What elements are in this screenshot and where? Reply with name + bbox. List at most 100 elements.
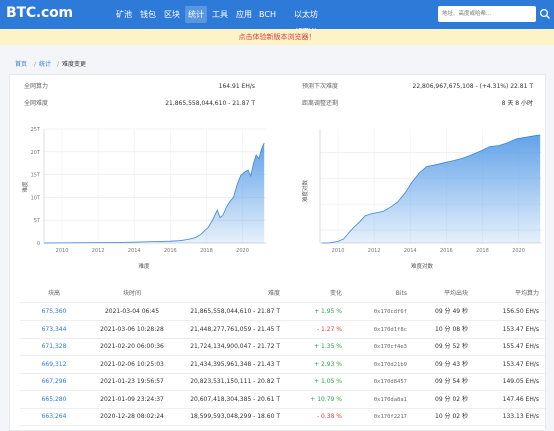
search-input[interactable] xyxy=(438,6,536,22)
y-tick-label: 5T xyxy=(34,218,41,224)
block-bits: 0x170cf4e3 xyxy=(373,344,407,350)
nav-blocks[interactable]: 区块 xyxy=(164,10,180,19)
difficulty-line xyxy=(43,142,265,244)
divider xyxy=(20,425,547,426)
block-bits: 0x170d21b9 xyxy=(373,361,407,368)
block-difficulty: 21,865,558,044,610 - 21.87 T xyxy=(190,308,280,315)
divider xyxy=(20,302,547,303)
x-axis-label: 难度对数 xyxy=(411,262,434,270)
x-tick-label: 2018 xyxy=(476,248,489,254)
avg-hashrate: 133.13 EH/s xyxy=(502,413,539,420)
x-tick-label: 2014 xyxy=(404,248,417,254)
divider xyxy=(20,320,547,321)
block-height-link[interactable]: 665,280 xyxy=(41,395,67,403)
nav-stats[interactable]: 统计 xyxy=(185,6,207,23)
next-difficulty-label: 预测下次难度 xyxy=(302,83,339,90)
avg-block-time: 09 分 54 秒 xyxy=(435,378,468,385)
block-bits: 0x170da8a1 xyxy=(373,396,407,403)
block-difficulty: 21,724,134,900,047 - 21.72 T xyxy=(190,343,280,350)
avg-hashrate: 153.47 EH/s xyxy=(502,360,539,368)
y-tick-label: 10T xyxy=(31,195,41,201)
nav-bch[interactable]: BCH xyxy=(259,10,276,19)
block-time: 2021-02-20 06:00:36 xyxy=(100,343,164,350)
block-difficulty: 20,607,418,304,385 - 20.61 T xyxy=(190,395,280,403)
nav-pool[interactable]: 矿池 xyxy=(116,10,132,19)
avg-block-time: 10 分 08 秒 xyxy=(435,325,468,333)
avg-block-time: 09 分 52 秒 xyxy=(435,343,468,350)
block-bits: 0x170d1f8c xyxy=(373,326,407,333)
x-tick-label: 2012 xyxy=(368,248,381,254)
difficulty-area xyxy=(44,143,265,243)
top-nav-bar: BTC.com 矿池 钱包 区块 统计 工具 应用 BCH 以太坊 (ETH) xyxy=(0,0,554,36)
block-time: 2021-01-09 23:24:37 xyxy=(100,395,164,403)
block-height-link[interactable]: 673,344 xyxy=(41,325,67,333)
breadcrumb-stats[interactable]: 统计 xyxy=(39,61,52,68)
block-difficulty: 21,434,395,961,348 - 21.43 T xyxy=(190,360,280,368)
x-tick-label: 2010 xyxy=(332,248,345,254)
col-avg-block[interactable]: 平均出块 xyxy=(443,290,468,297)
y-tick-label: 15T xyxy=(31,173,41,179)
block-height-link[interactable]: 675,360 xyxy=(41,308,67,315)
divider xyxy=(20,407,547,409)
breadcrumb-current: 难度变更 xyxy=(62,61,87,68)
y-tick-label: 20T xyxy=(31,150,41,156)
log-difficulty-line xyxy=(321,134,541,244)
y-tick-label: 0 xyxy=(37,241,40,247)
avg-block-time: 09 分 43 秒 xyxy=(435,360,468,368)
block-bits: 0x170cdf6f xyxy=(373,309,407,315)
difficulty-change: + 1.35 % xyxy=(314,343,342,350)
avg-hashrate: 156.50 EH/s xyxy=(502,308,539,315)
nav-wallet[interactable]: 钱包 xyxy=(140,10,156,19)
block-height-link[interactable]: 671,328 xyxy=(41,343,67,350)
divider xyxy=(20,355,547,356)
block-time: 2021-03-04 06:45 xyxy=(104,308,160,315)
x-tick-label: 2018 xyxy=(200,248,213,254)
breadcrumb-separator: / xyxy=(57,61,60,68)
col-time[interactable]: 块时间 xyxy=(122,290,141,297)
x-tick-label: 2016 xyxy=(164,248,177,254)
divider xyxy=(20,372,547,374)
block-time: 2021-02-06 10:25:03 xyxy=(100,360,164,368)
avg-block-time: 09 分 49 秒 xyxy=(435,308,468,315)
log-difficulty-area xyxy=(321,135,541,243)
x-tick-label: 2010 xyxy=(56,248,69,254)
x-tick-label: 2020 xyxy=(236,248,249,254)
block-height-link[interactable]: 667,296 xyxy=(41,378,67,385)
x-tick-label: 2020 xyxy=(512,248,525,254)
difficulty-change: + 2.93 % xyxy=(314,360,342,368)
x-tick-label: 2012 xyxy=(92,248,105,254)
difficulty-change: - 0.38 % xyxy=(316,413,342,420)
difficulty-value: 21,865,558,044,610 - 21.87 T xyxy=(165,100,255,107)
search-icon[interactable] xyxy=(539,8,551,20)
x-tick-label: 2014 xyxy=(128,248,141,254)
avg-block-time: 09 分 02 秒 xyxy=(435,395,468,403)
breadcrumb-separator: / xyxy=(34,61,37,68)
col-difficulty[interactable]: 难度 xyxy=(267,290,280,297)
avg-hashrate: 155.47 EH/s xyxy=(502,343,539,350)
nav-tools[interactable]: 工具 xyxy=(212,10,228,19)
block-height-link[interactable]: 663,264 xyxy=(41,413,67,420)
btc-logo[interactable]: BTC.com xyxy=(6,5,73,21)
col-avg-hashrate[interactable]: 平均算力 xyxy=(514,290,539,297)
divider xyxy=(20,390,547,391)
y-axis-label: 难度对数 xyxy=(301,180,309,203)
new-version-notice[interactable]: 点击体验新版本浏览器！ xyxy=(0,29,554,45)
difficulty-panel: 全网算力 164.91 EH/s 全网难度 21,865,558,044,610… xyxy=(9,74,547,431)
x-axis-label: 难度 xyxy=(138,262,150,270)
breadcrumb-home[interactable]: 首页 xyxy=(15,61,28,68)
next-difficulty-value: 22,806,967,675,108 - (+4.31%) 22.81 T xyxy=(412,83,533,90)
block-difficulty: 18,599,593,048,299 - 18.60 T xyxy=(190,413,280,420)
block-height-link[interactable]: 669,312 xyxy=(41,360,67,368)
y-axis-label: 难度 xyxy=(21,181,29,193)
col-height[interactable]: 块高 xyxy=(47,290,60,297)
block-difficulty: 20,823,531,150,111 - 20.82 T xyxy=(190,378,280,385)
avg-hashrate: 153.47 EH/s xyxy=(502,325,539,333)
nav-eth[interactable]: 以太坊 (ETH) xyxy=(294,10,318,36)
hashrate-label: 全网算力 xyxy=(24,83,49,90)
col-change[interactable]: 变化 xyxy=(329,290,342,297)
col-bits[interactable]: Bits xyxy=(395,290,407,297)
x-tick-label: 2016 xyxy=(440,248,453,254)
difficulty-change: + 1.05 % xyxy=(314,378,342,385)
nav-apps[interactable]: 应用 xyxy=(236,10,252,19)
